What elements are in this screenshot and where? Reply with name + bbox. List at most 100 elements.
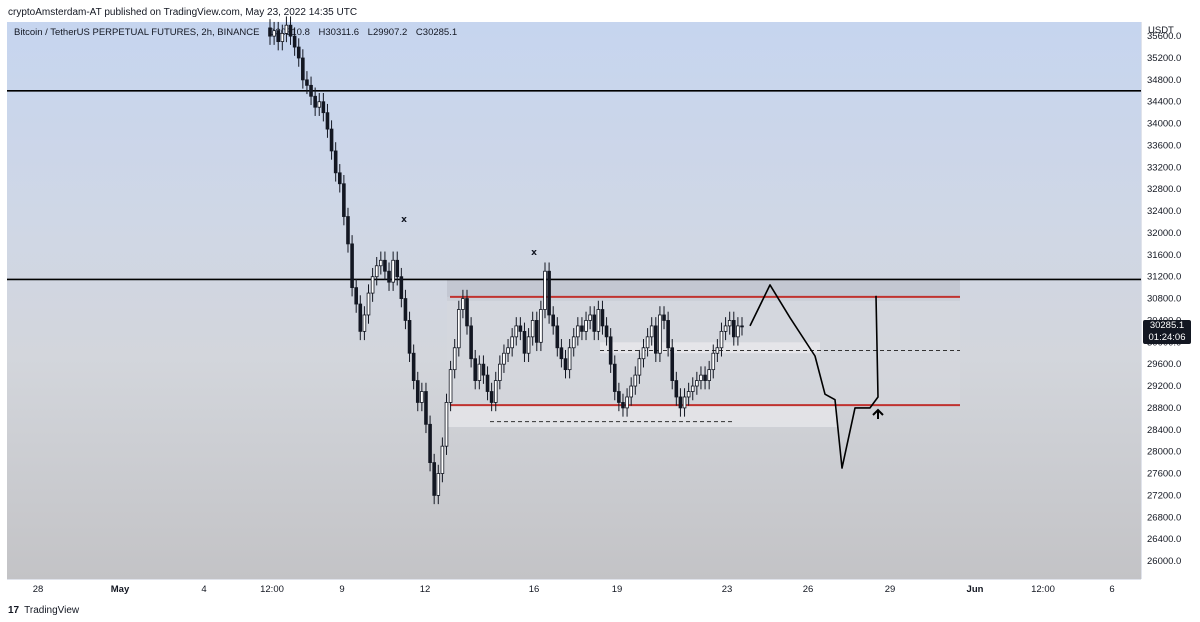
- price-tick-label: 31200.0: [1147, 272, 1181, 283]
- candle-body: [629, 385, 633, 398]
- candle-body: [711, 352, 716, 371]
- candle-body: [370, 276, 375, 294]
- projection-path: [749, 284, 879, 469]
- price-tick-label: 27600.0: [1147, 469, 1181, 480]
- candle-body: [596, 309, 601, 332]
- candle-body: [329, 128, 334, 152]
- price-tick-label: 35600.0: [1147, 31, 1181, 42]
- price-tick-label: 29200.0: [1147, 381, 1181, 392]
- price-tick-label: 26000.0: [1147, 556, 1181, 567]
- candle-body: [506, 347, 510, 354]
- candle-body: [354, 287, 358, 305]
- candle-body: [530, 320, 535, 338]
- candle-body: [383, 259, 387, 272]
- time-tick-label: 12: [420, 584, 431, 595]
- candle-body: [617, 391, 621, 403]
- candle-body: [292, 35, 297, 48]
- time-axis[interactable]: [7, 579, 1141, 600]
- candle-body: [358, 303, 363, 332]
- time-tick-label: 6: [1109, 584, 1114, 595]
- candle-body: [276, 30, 281, 42]
- candle-body: [612, 363, 617, 392]
- candle-body: [522, 330, 527, 354]
- candle-body: [686, 391, 691, 398]
- price-tick-label: 32000.0: [1147, 228, 1181, 239]
- candle-body: [670, 347, 675, 381]
- price-tick-label: 32800.0: [1147, 184, 1181, 195]
- support-zone-band: [447, 405, 837, 428]
- time-tick-label: 26: [803, 584, 814, 595]
- candle-body: [489, 391, 494, 403]
- candle-body: [485, 374, 490, 392]
- candle-body: [333, 150, 338, 174]
- tradingview-logo-icon: 17: [8, 604, 20, 616]
- candle-body: [526, 336, 531, 354]
- candle-body: [588, 314, 592, 321]
- ohlc-close: C30285.1: [415, 27, 458, 38]
- price-tick-label: 28800.0: [1147, 403, 1181, 414]
- price-tick-label: 33200.0: [1147, 162, 1181, 173]
- candle-body: [699, 374, 703, 381]
- time-tick-label: 19: [612, 584, 623, 595]
- candle-body: [571, 336, 576, 349]
- price-tick-label: 30800.0: [1147, 294, 1181, 305]
- publisher-bar: cryptoAmsterdam-AT published on TradingV…: [0, 0, 1200, 22]
- candle-body: [621, 402, 625, 409]
- candle-body: [428, 423, 432, 463]
- price-axis[interactable]: USDT: [1141, 22, 1200, 579]
- candle-body: [539, 309, 543, 343]
- candle-body: [576, 325, 580, 338]
- candle-body: [682, 396, 687, 409]
- price-tick-label: 26800.0: [1147, 512, 1181, 523]
- candle-body: [420, 391, 424, 403]
- time-tick-label: 12:00: [1031, 584, 1055, 595]
- candle-body: [592, 314, 597, 332]
- candle-body: [654, 325, 658, 354]
- candle-body: [645, 336, 650, 349]
- price-tick-label: 32400.0: [1147, 206, 1181, 217]
- price-tick-label: 27200.0: [1147, 490, 1181, 501]
- candle-body: [555, 325, 560, 349]
- candle-body: [403, 298, 408, 321]
- time-tick-label: 16: [529, 584, 540, 595]
- ohlc-high: H30311.6: [318, 27, 360, 38]
- candle-body: [288, 24, 293, 37]
- candle-body: [658, 314, 662, 354]
- candle-body: [313, 95, 317, 108]
- candle-body: [551, 314, 555, 327]
- candle-body: [666, 320, 670, 349]
- tradingview-footer[interactable]: 17 TradingView: [8, 603, 79, 617]
- candle-body: [411, 352, 416, 381]
- candle-body: [584, 320, 588, 332]
- up-arrow-icon: [872, 408, 884, 419]
- candle-body: [350, 243, 354, 289]
- time-tick-label: May: [111, 584, 130, 595]
- publisher-text: cryptoAmsterdam-AT published on TradingV…: [8, 7, 358, 18]
- candle-body: [296, 46, 301, 59]
- current-price-tag: 30285.1 01:24:06: [1143, 320, 1191, 344]
- candle-body: [715, 347, 720, 354]
- candle-body: [440, 445, 445, 474]
- price-tick-label: 26400.0: [1147, 534, 1181, 545]
- candle-body: [432, 462, 436, 496]
- candle-body: [366, 292, 371, 316]
- time-tick-label: 4: [201, 584, 206, 595]
- time-tick-label: 29: [885, 584, 896, 595]
- candle-body: [695, 380, 699, 387]
- candle-body: [703, 374, 707, 381]
- candle-body: [662, 314, 666, 321]
- candle-body: [469, 325, 473, 360]
- time-tick-label: 9: [339, 584, 344, 595]
- price-tick-label: 35200.0: [1147, 53, 1181, 64]
- candle-body: [342, 183, 346, 217]
- candle-body: [674, 380, 679, 398]
- candle-body: [399, 276, 404, 299]
- price-axis-unit: USDT: [1148, 25, 1174, 36]
- price-tick-label: 34800.0: [1147, 75, 1181, 86]
- candle-body: [317, 101, 322, 108]
- candle-body: [534, 320, 539, 343]
- resistance-zone-band: [447, 279, 960, 301]
- candle-body: [391, 259, 395, 283]
